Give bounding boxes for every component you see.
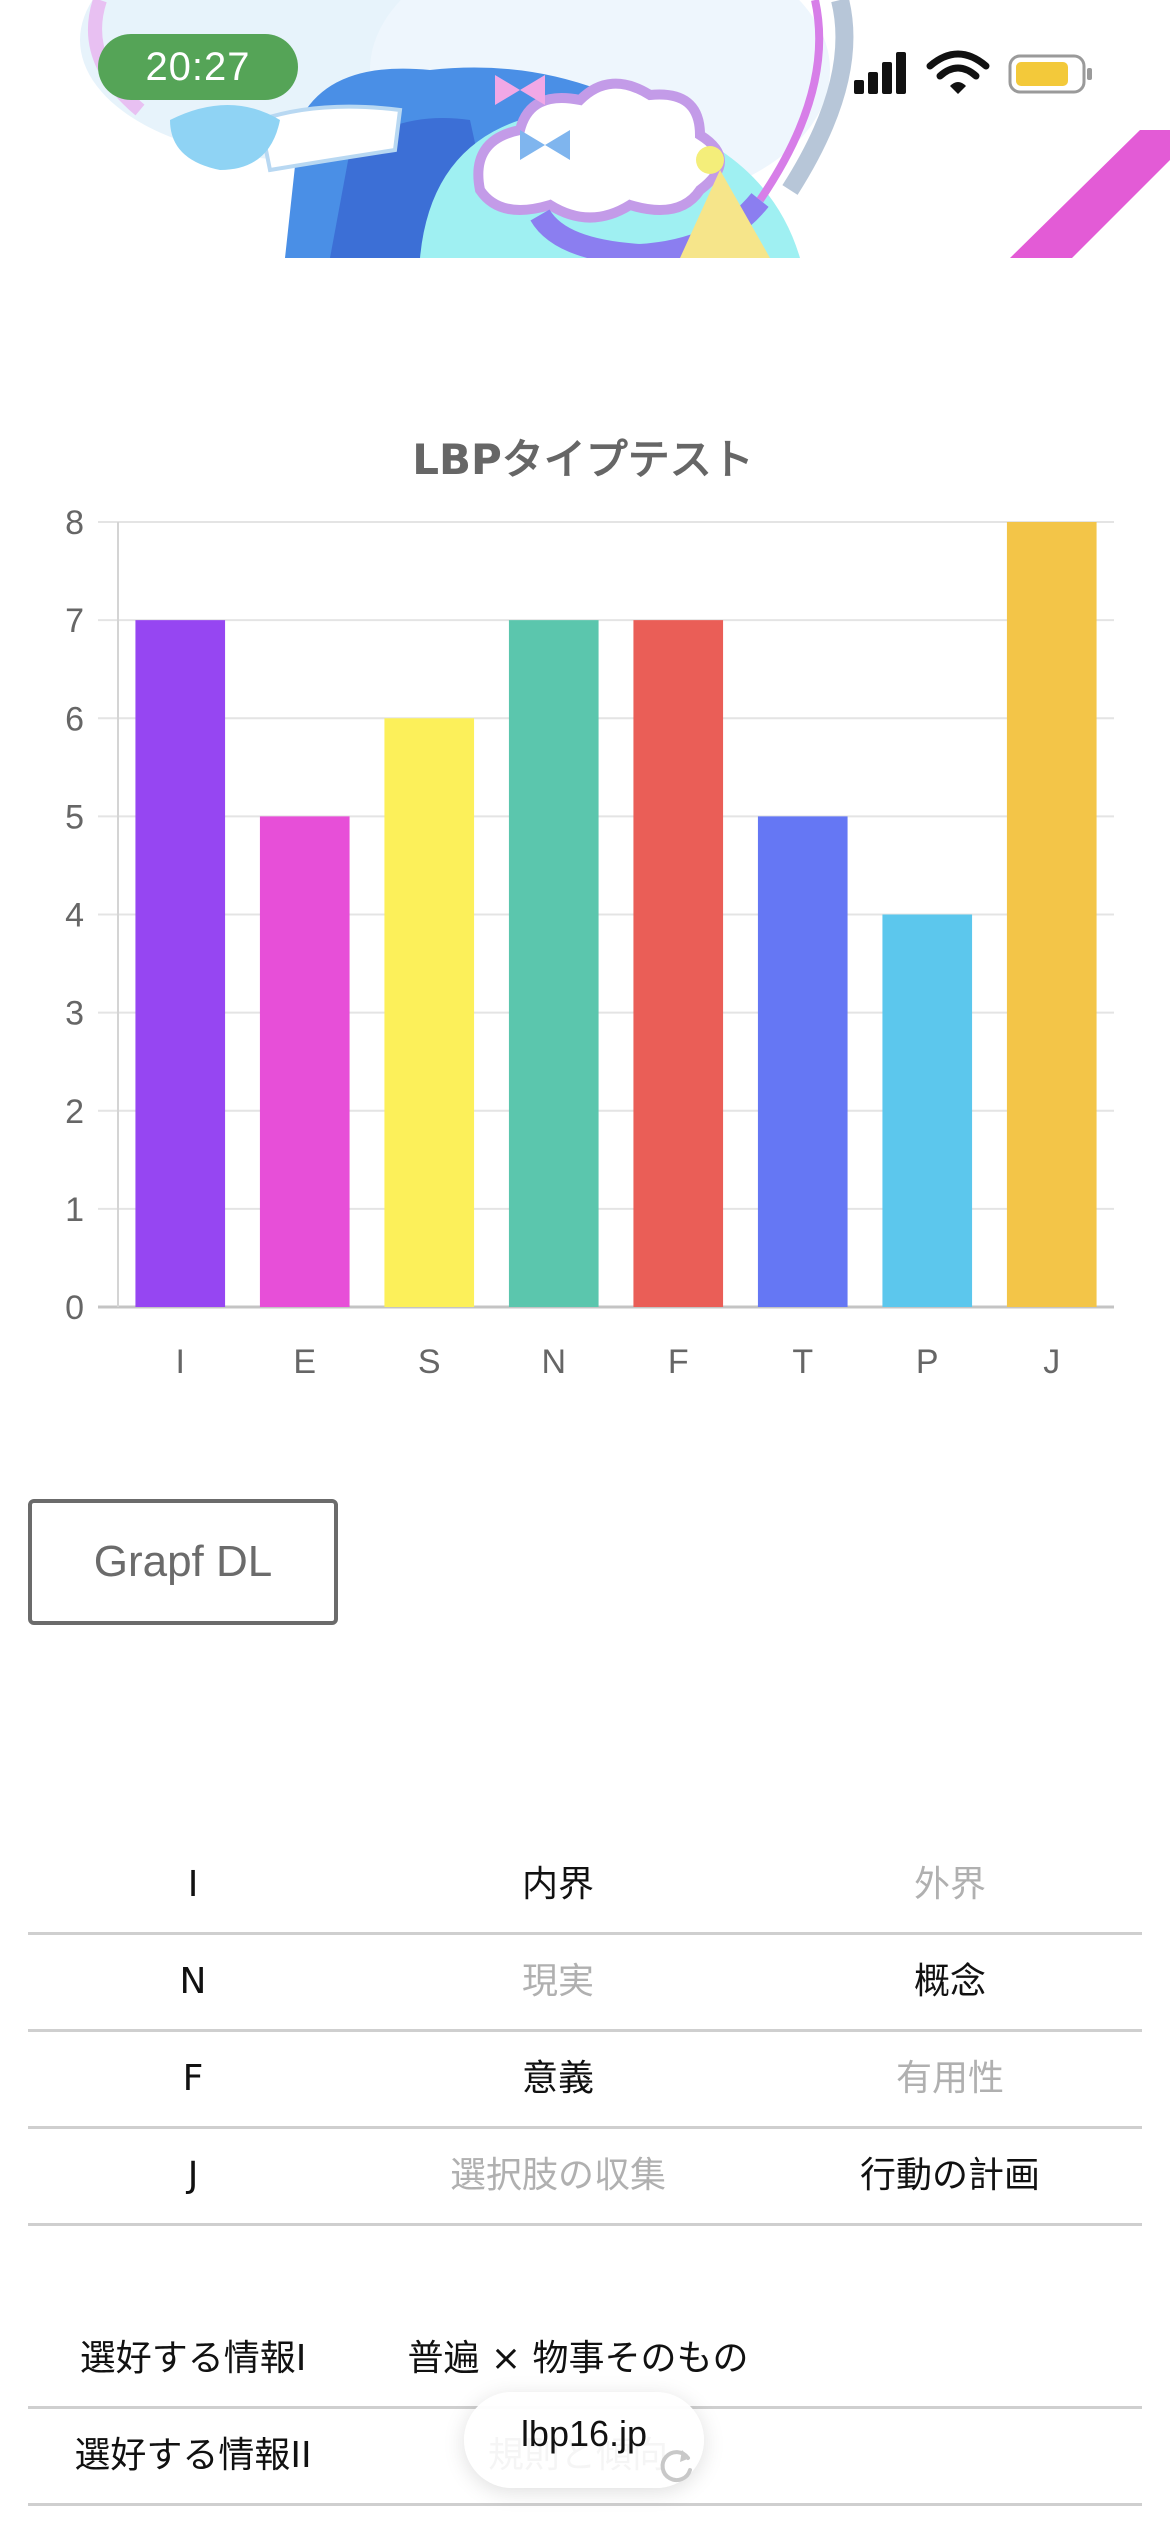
type-option-left: 内界 [521,1864,594,1905]
chart-title: LBPタイプテスト [412,435,754,484]
bar-I [135,620,226,1307]
x-tick-label: T [792,1343,813,1381]
x-tick-label: S [418,1343,441,1381]
type-option-right: 外界 [913,1864,986,1905]
table-row: F 意義 有用性 [28,2032,1142,2129]
chart-bars [135,522,1097,1307]
status-icons [850,48,1100,98]
status-time: 20:27 [98,34,298,100]
y-tick-label: 2 [65,1093,84,1131]
bar-S [384,718,475,1307]
y-tick-label: 4 [65,897,84,935]
chart-y-ticks: 0 1 2 3 4 5 6 7 8 [65,504,84,1327]
address-bar[interactable]: lbp16.jp [464,2392,704,2488]
table-row: N 現実 概念 [28,1935,1142,2032]
x-tick-label: E [293,1343,316,1381]
battery-icon [1008,54,1092,94]
table-row: I 内界 外界 [28,1838,1142,1935]
bar-T [757,816,848,1307]
y-tick-label: 3 [65,995,84,1033]
y-tick-label: 5 [65,798,84,836]
type-table: I 内界 外界 N 現実 概念 F 意義 有用性 J 選択肢の収集 行動の計画 [28,1838,1142,2226]
type-option-left: 現実 [521,1961,594,2002]
x-tick-label: J [1043,1343,1060,1381]
info-value: 普遍 × 物事そのもの [407,2338,749,2379]
y-tick-label: 7 [65,602,84,640]
info-label: 選好する情報I [79,2338,307,2379]
x-tick-label: I [176,1343,185,1381]
x-tick-label: N [541,1343,566,1381]
x-tick-label: F [668,1343,689,1381]
y-tick-label: 0 [65,1289,84,1327]
hero-banner [0,0,1170,258]
info-label: 選好する情報II [74,2435,312,2476]
reload-icon[interactable] [652,2442,700,2490]
type-option-left: 意義 [521,2058,594,2099]
x-tick-label: P [916,1343,939,1381]
bar-J [1006,522,1097,1307]
signal-icon [854,52,906,94]
bar-F [633,620,724,1307]
type-option-right: 概念 [913,1961,986,2002]
type-letter: J [187,2155,199,2196]
bar-E [259,816,350,1307]
graph-download-button[interactable]: Grapf DL [28,1499,338,1625]
bar-chart: LBPタイプテスト 0 1 2 3 4 5 6 7 8 I E S N F T P J [40,430,1140,1410]
type-letter: N [179,1961,207,2002]
type-letter: I [187,1864,199,1905]
y-tick-label: 6 [65,700,84,738]
url-text: lbp16.jp [520,2413,648,2454]
type-option-right: 行動の計画 [859,2155,1040,2196]
type-option-right: 有用性 [895,2058,1004,2099]
y-tick-label: 1 [65,1191,84,1229]
type-letter: F [182,2058,204,2099]
type-option-left: 選択肢の収集 [449,2155,666,2196]
table-row: J 選択肢の収集 行動の計画 [28,2129,1142,2226]
chart-svg: LBPタイプテスト 0 1 2 3 4 5 6 7 8 I E S N F T P J [65,435,1114,1381]
hero-illustration [80,0,1170,258]
bar-N [508,620,599,1307]
y-tick-label: 8 [65,504,84,542]
bar-P [882,914,973,1307]
wifi-icon [926,50,990,94]
